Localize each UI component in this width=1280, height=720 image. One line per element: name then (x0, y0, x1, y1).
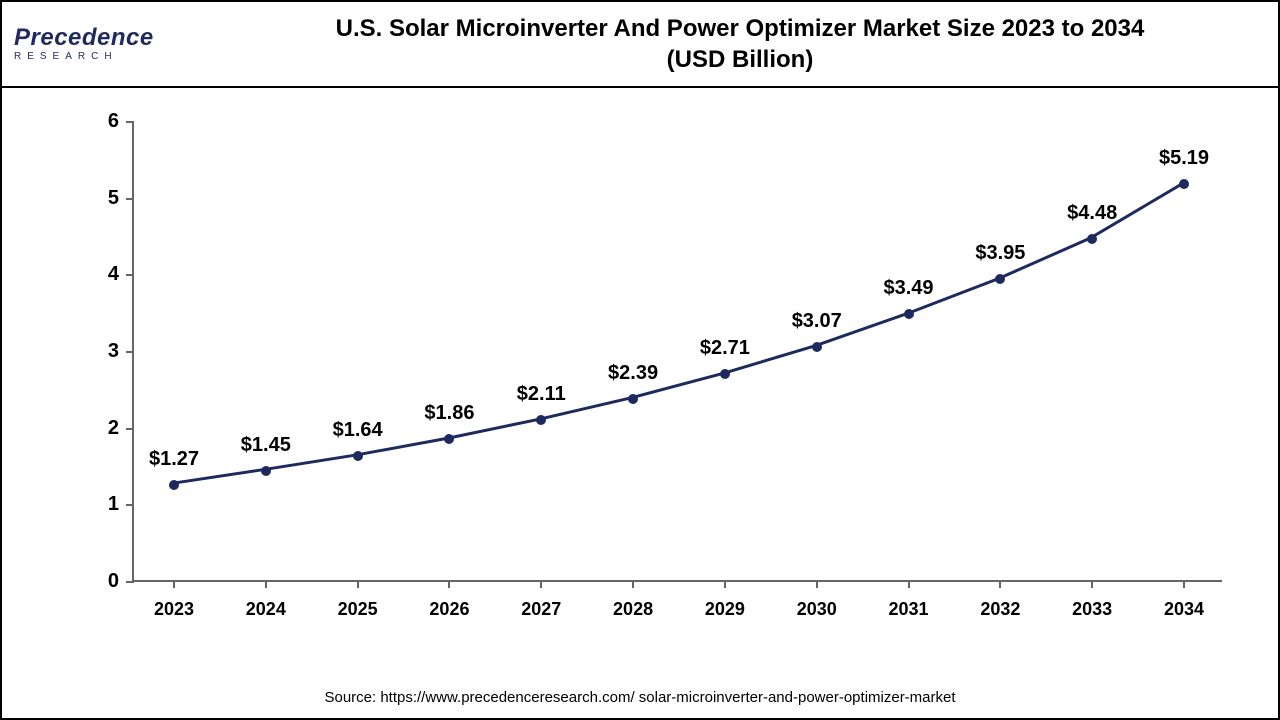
logo-main: Precedence (14, 24, 154, 51)
x-tick-label: 2028 (603, 599, 663, 620)
source-text: Source: https://www.precedenceresearch.c… (2, 689, 1278, 706)
data-label: $3.49 (884, 277, 934, 300)
header: Precedence RESEARCH U.S. Solar Microinve… (2, 2, 1278, 88)
data-point (628, 394, 638, 404)
data-label: $3.95 (975, 242, 1025, 265)
x-tick (173, 580, 175, 588)
x-tick-label: 2027 (511, 599, 571, 620)
data-point (536, 415, 546, 425)
logo-sub: RESEARCH (14, 52, 214, 62)
x-tick-label: 2033 (1062, 599, 1122, 620)
x-tick-label: 2029 (695, 599, 755, 620)
x-tick-label: 2023 (144, 599, 204, 620)
x-tick-label: 2034 (1154, 599, 1214, 620)
line-path (134, 122, 1222, 580)
logo: Precedence RESEARCH (14, 26, 214, 62)
chart-area: 0 1 2 3 4 5 6 2023 $1.27 2024 $1.45 2025 $1.64 2026 $1… (82, 112, 1232, 642)
chart-title: U.S. Solar Microinverter And Power Optim… (214, 13, 1266, 75)
title-line2: (USD Billion) (667, 46, 814, 73)
x-tick (632, 580, 634, 588)
data-label: $2.11 (517, 383, 566, 406)
data-point (904, 309, 914, 319)
data-point (812, 342, 822, 352)
data-point (995, 274, 1005, 284)
data-label: $4.48 (1067, 202, 1117, 225)
y-tick-label: 2 (89, 417, 119, 440)
y-tick-label: 0 (89, 570, 119, 593)
x-tick (999, 580, 1001, 588)
y-tick-label: 6 (89, 110, 119, 133)
data-point (261, 466, 271, 476)
data-label: $1.27 (149, 448, 199, 471)
x-tick (1183, 580, 1185, 588)
chart-container: Precedence RESEARCH U.S. Solar Microinve… (0, 0, 1280, 720)
data-label: $1.86 (424, 402, 474, 425)
title-line1: U.S. Solar Microinverter And Power Optim… (336, 15, 1145, 42)
x-tick-label: 2024 (236, 599, 296, 620)
x-tick (1091, 580, 1093, 588)
x-tick-label: 2032 (970, 599, 1030, 620)
y-tick-label: 4 (89, 263, 119, 286)
data-label: $1.45 (241, 434, 291, 457)
x-tick (908, 580, 910, 588)
data-point (169, 480, 179, 490)
data-point (1087, 234, 1097, 244)
x-tick (265, 580, 267, 588)
x-tick (816, 580, 818, 588)
x-tick-label: 2030 (787, 599, 847, 620)
x-tick (357, 580, 359, 588)
data-label: $2.39 (608, 362, 658, 385)
plot: 01234562023$1.272024$1.452025$1.642026$1… (132, 122, 1222, 582)
x-tick (540, 580, 542, 588)
y-tick-label: 5 (89, 187, 119, 210)
data-point (353, 451, 363, 461)
data-label: $5.19 (1159, 147, 1209, 170)
data-point (720, 369, 730, 379)
x-tick-label: 2031 (879, 599, 939, 620)
y-tick-label: 3 (89, 340, 119, 363)
x-tick (724, 580, 726, 588)
title-wrap: U.S. Solar Microinverter And Power Optim… (214, 13, 1266, 75)
data-label: $3.07 (792, 310, 842, 333)
data-label: $1.64 (333, 419, 383, 442)
x-tick-label: 2026 (419, 599, 479, 620)
data-label: $2.71 (700, 337, 750, 360)
x-tick (448, 580, 450, 588)
data-point (1179, 179, 1189, 189)
x-tick-label: 2025 (328, 599, 388, 620)
data-point (444, 434, 454, 444)
y-tick-label: 1 (89, 493, 119, 516)
